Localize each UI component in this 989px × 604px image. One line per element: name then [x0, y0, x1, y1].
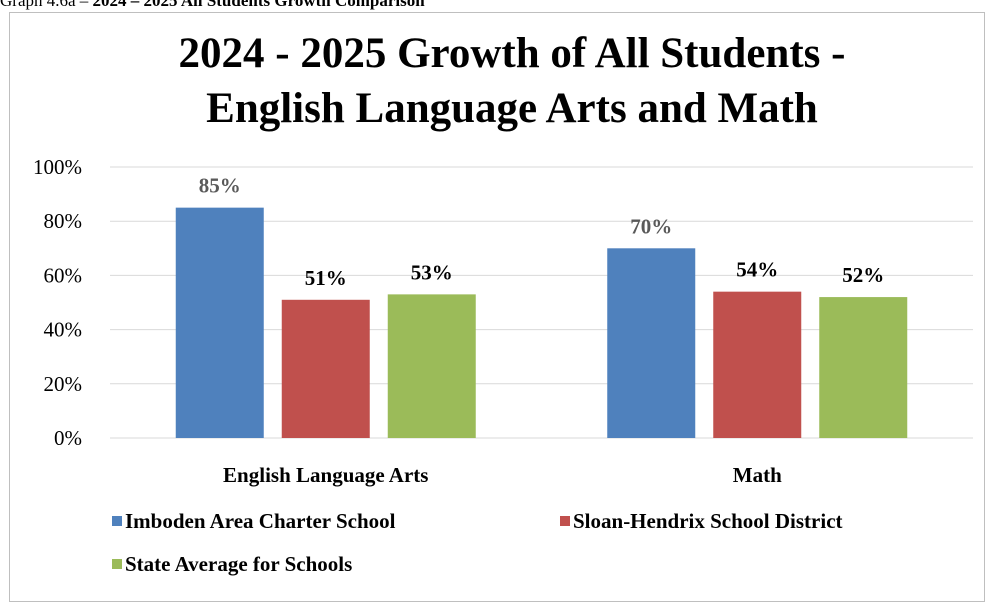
chart-title-line-2: English Language Arts and Math — [206, 85, 818, 132]
y-tick-label: 80% — [44, 209, 83, 233]
legend: Imboden Area Charter School Sloan-Hendrix… — [112, 509, 843, 576]
y-tick-label: 60% — [44, 263, 83, 287]
data-label: 51% — [305, 266, 347, 290]
legend-swatch — [112, 559, 122, 569]
data-labels: 85% 51% 53% 70% 54% 52% — [199, 174, 885, 290]
data-label: 52% — [842, 263, 884, 287]
data-label: 85% — [199, 174, 241, 198]
y-tick-label: 0% — [54, 426, 82, 450]
legend-label: Imboden Area Charter School — [125, 509, 396, 533]
legend-swatch — [560, 516, 570, 526]
data-label: 53% — [411, 260, 453, 284]
data-label: 70% — [630, 214, 672, 238]
x-axis-categories: English Language Arts Math — [223, 463, 782, 487]
category-label: Math — [733, 463, 782, 487]
y-axis-ticks: 0% 20% 40% 60% 80% 100% — [33, 155, 82, 450]
y-tick-label: 20% — [44, 372, 83, 396]
y-tick-label: 40% — [44, 318, 83, 342]
category-label: English Language Arts — [223, 463, 428, 487]
bar — [176, 208, 264, 438]
bar — [607, 248, 695, 438]
legend-label: Sloan-Hendrix School District — [573, 509, 843, 533]
data-label: 54% — [736, 258, 778, 282]
bar — [282, 300, 370, 438]
chart-title-line-1: 2024 - 2025 Growth of All Students - — [179, 30, 846, 77]
legend-label: State Average for Schools — [125, 552, 352, 576]
bars — [176, 208, 908, 438]
bar — [819, 297, 907, 438]
y-tick-label: 100% — [33, 155, 82, 179]
bar — [713, 292, 801, 438]
bar — [388, 294, 476, 438]
legend-swatch — [112, 516, 122, 526]
